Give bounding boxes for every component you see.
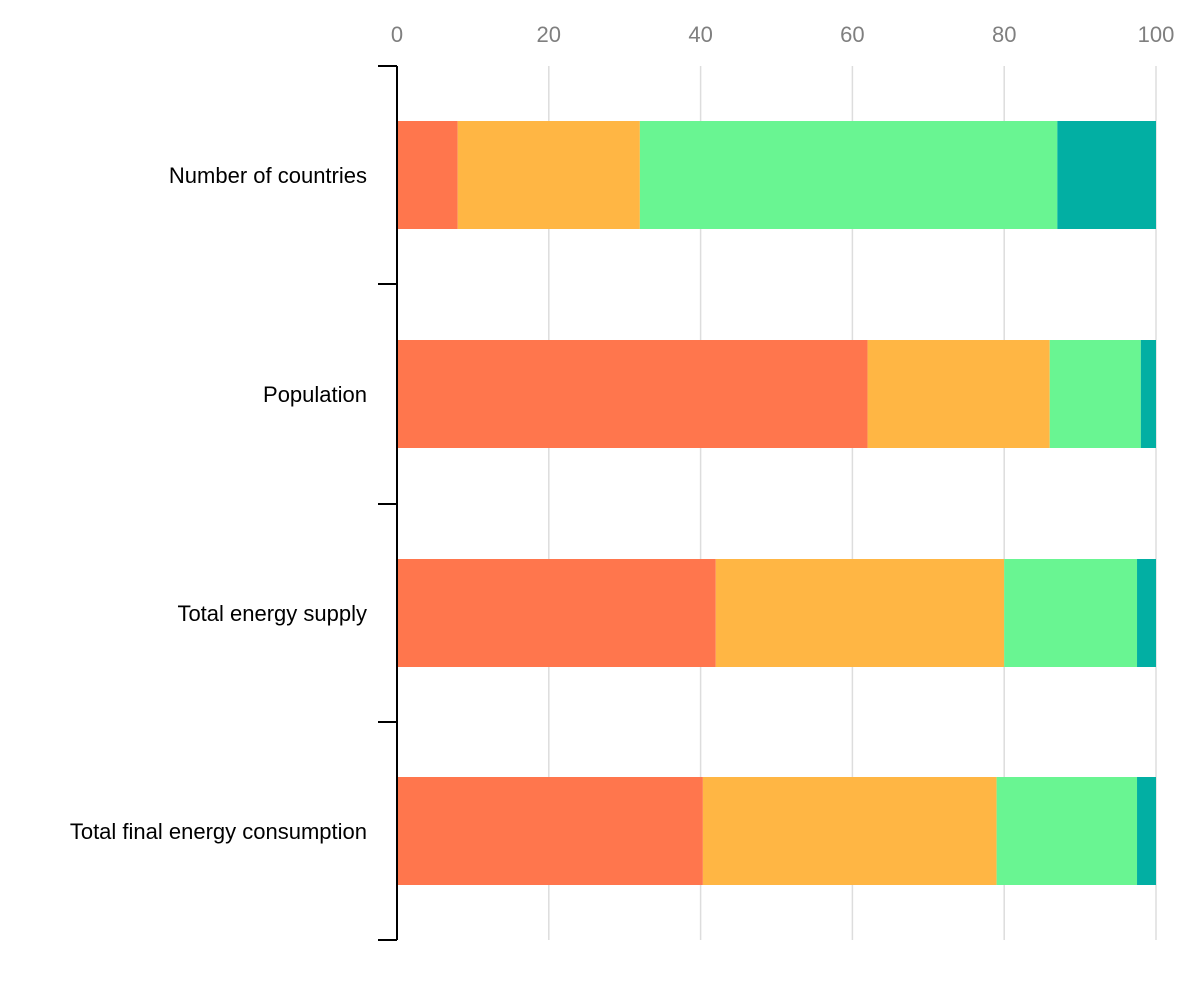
category-labels: Number of countries Population Total energ… [70, 163, 367, 844]
bar-2-segment-3 [1049, 340, 1141, 448]
bar-2-segment-1 [397, 340, 868, 448]
bar-2-segment-4 [1140, 340, 1156, 448]
x-tick-label-100: 100 [1138, 22, 1175, 47]
category-label-3: Total energy supply [177, 601, 367, 626]
category-label-4: Total final energy consumption [70, 819, 367, 844]
bar-4-segment-1 [397, 777, 703, 885]
x-tick-label-60: 60 [840, 22, 864, 47]
bar-3-segment-3 [1004, 559, 1138, 667]
x-tick-label-80: 80 [992, 22, 1016, 47]
x-tick-label-0: 0 [391, 22, 403, 47]
y-axis [378, 65, 398, 941]
bar-1-segment-3 [639, 121, 1058, 229]
bar-1-segment-4 [1057, 121, 1156, 229]
bar-3-segment-4 [1137, 559, 1156, 667]
bar-1-segment-2 [457, 121, 640, 229]
bar-2-segment-2 [867, 340, 1050, 448]
bar-3-segment-1 [397, 559, 716, 667]
bar-4-segment-3 [996, 777, 1138, 885]
x-tick-label-40: 40 [688, 22, 712, 47]
category-label-2: Population [263, 382, 367, 407]
bar-3-segment-2 [715, 559, 1005, 667]
bars [397, 121, 1156, 885]
bar-4-segment-4 [1137, 777, 1156, 885]
category-label-1: Number of countries [169, 163, 367, 188]
bar-4-segment-2 [702, 777, 997, 885]
x-axis-ticks: 0 20 40 60 80 100 [391, 22, 1174, 47]
bar-1-segment-1 [397, 121, 458, 229]
x-tick-label-20: 20 [537, 22, 561, 47]
